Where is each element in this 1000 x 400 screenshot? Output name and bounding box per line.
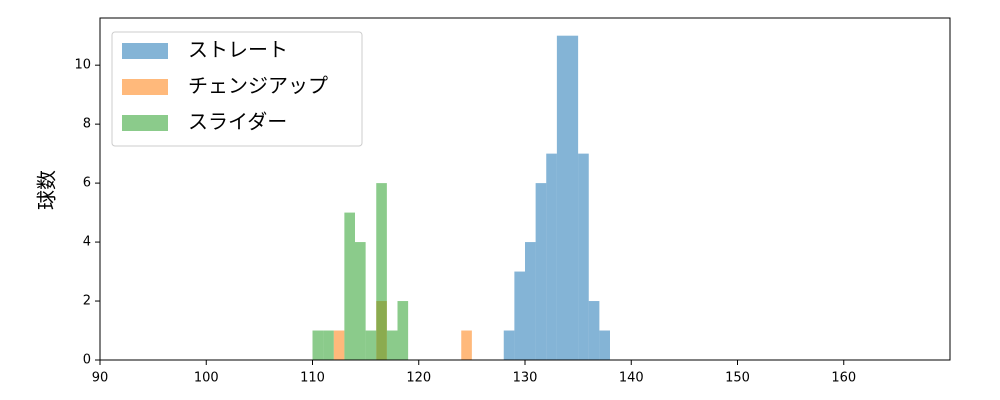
x-tick-label: 160 xyxy=(831,371,856,386)
y-tick-label: 6 xyxy=(83,176,91,191)
x-tick-label: 130 xyxy=(513,371,538,386)
histogram-bar xyxy=(312,330,324,360)
histogram-bar xyxy=(323,330,334,360)
histogram-bar xyxy=(397,301,409,360)
y-tick-label: 8 xyxy=(83,117,91,132)
x-tick-label: 120 xyxy=(406,371,431,386)
histogram-bar xyxy=(525,242,536,360)
legend-swatch xyxy=(122,43,168,59)
legend-label: ストレート xyxy=(188,38,288,62)
histogram-bar xyxy=(556,35,568,360)
y-tick-label: 4 xyxy=(83,235,91,250)
histogram-bar xyxy=(567,35,579,360)
x-tick-label: 140 xyxy=(619,371,644,386)
histogram-bar xyxy=(503,330,515,360)
histogram-bar xyxy=(578,153,589,360)
legend-frame xyxy=(111,31,363,147)
y-axis-label: 球数 xyxy=(35,170,59,210)
histogram-bar xyxy=(386,330,398,360)
histogram-bar xyxy=(355,242,366,360)
y-tick-label: 2 xyxy=(83,294,91,309)
histogram-bar xyxy=(376,183,387,360)
legend-swatch xyxy=(122,115,168,131)
x-tick-label: 110 xyxy=(300,371,325,386)
y-tick-label: 0 xyxy=(83,353,91,368)
legend-label: チェンジアップ xyxy=(188,74,328,98)
histogram-bar xyxy=(344,212,355,360)
histogram-bar xyxy=(599,330,610,360)
histogram-bar xyxy=(333,330,345,360)
histogram-bar xyxy=(514,271,525,360)
legend-swatch xyxy=(122,79,168,95)
x-tick-label: 100 xyxy=(194,371,219,386)
x-tick-label: 150 xyxy=(725,371,750,386)
legend-label: スライダー xyxy=(188,110,287,134)
histogram-bar xyxy=(535,183,547,360)
histogram-bar xyxy=(588,301,600,360)
histogram-bar xyxy=(461,330,472,360)
histogram-bar xyxy=(546,153,557,360)
y-tick-label: 10 xyxy=(74,58,91,73)
x-tick-label: 90 xyxy=(92,371,109,386)
histogram-bar xyxy=(365,330,377,360)
